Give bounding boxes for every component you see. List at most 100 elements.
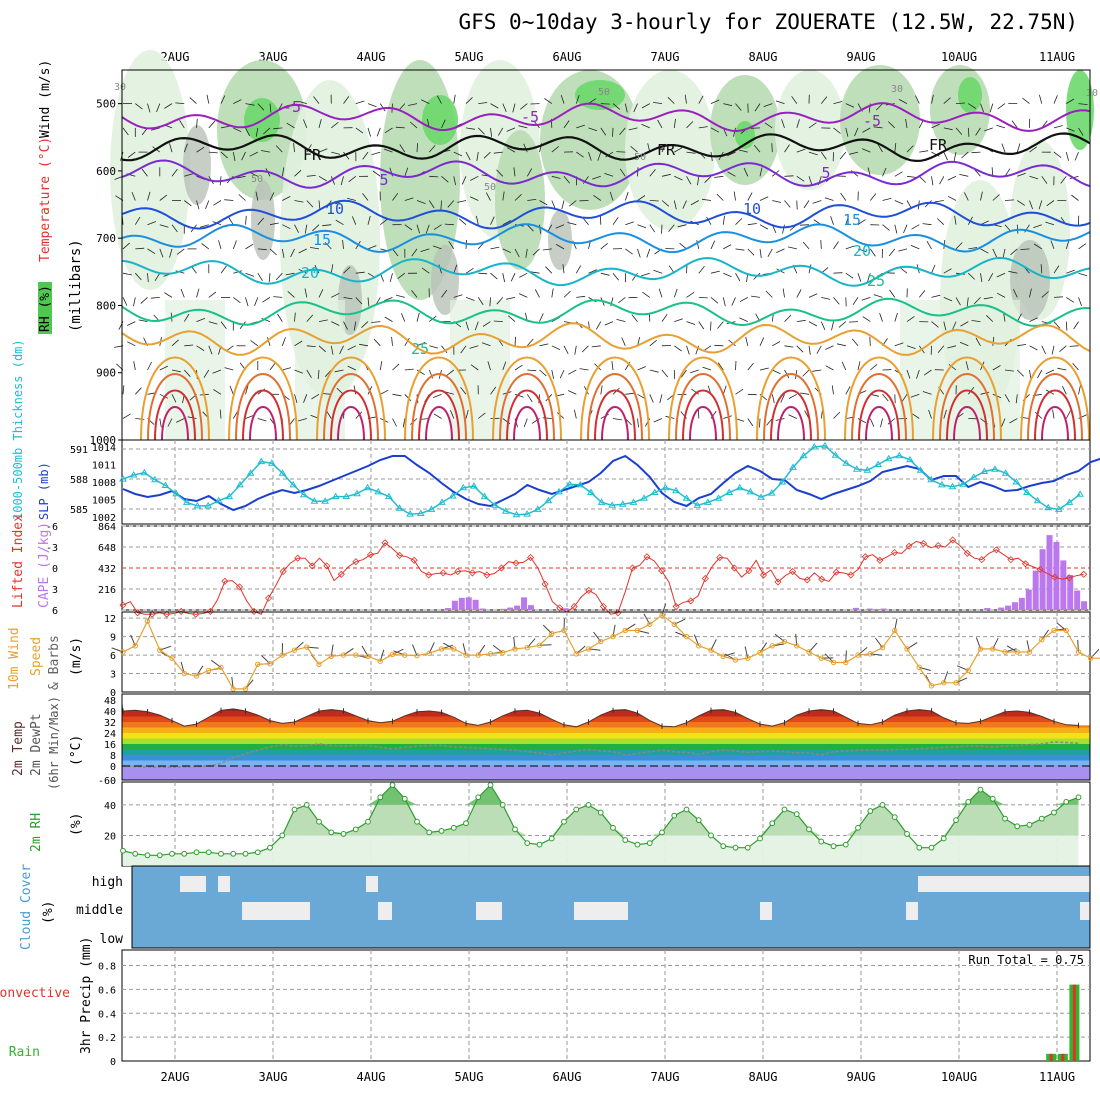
wind-barb (906, 369, 911, 379)
data-point-lifted-index (658, 567, 666, 575)
wind-barb (1029, 369, 1032, 379)
wind-barb (808, 321, 818, 327)
wind-barb (661, 313, 668, 322)
data-point-2m-rh (242, 850, 249, 857)
wind-barb (861, 148, 871, 153)
wind-barb (882, 167, 887, 177)
data-point-lifted-index (556, 604, 564, 612)
temperature-contour (121, 102, 1091, 133)
data-point-slp (714, 494, 723, 501)
data-point-2m-rh (254, 849, 261, 856)
data-point-lifted-index (1080, 570, 1088, 578)
date-label-top: 2AUG (161, 50, 190, 64)
wind-barb (723, 103, 733, 107)
data-point-2m-rh (573, 806, 580, 813)
data-point-lifted-index (439, 569, 447, 577)
data-point-wind-speed (610, 633, 616, 640)
wind-barb (469, 345, 479, 349)
data-point-slp (863, 466, 872, 473)
data-point-slp (587, 488, 595, 495)
data-point-wind-speed (671, 621, 677, 628)
wind-barb (923, 369, 932, 376)
wind-barb (187, 416, 197, 419)
wind-barb (401, 313, 406, 322)
data-point-lifted-index (745, 567, 753, 575)
data-point-2m-rh (377, 794, 384, 801)
wind-barb (849, 151, 859, 155)
data-point-wind-speed (426, 650, 432, 656)
wind-barb (411, 248, 418, 257)
wind-barb (735, 360, 737, 371)
wind-barb (968, 272, 975, 280)
wind-barb (346, 197, 356, 201)
wind-barb (680, 369, 687, 378)
cloud-patch (366, 876, 378, 892)
series-line-2m-temp (122, 708, 1079, 728)
wind-barb (326, 410, 332, 419)
wind-barb (208, 291, 217, 298)
wind-barb (870, 363, 878, 371)
wind-barb (1029, 345, 1038, 351)
temperature-contour (121, 132, 1091, 163)
wind-barb (1057, 367, 1067, 371)
wind-barb (649, 224, 656, 233)
wind-barb (189, 97, 197, 104)
wind-barb (772, 341, 781, 347)
wind-barb (869, 248, 876, 257)
data-point-2m-rh (646, 840, 653, 846)
wind-barb (574, 409, 577, 419)
wind-barb (147, 361, 152, 371)
temperature-contour-surface (858, 389, 900, 441)
wind-barb (771, 394, 775, 404)
wind-barb (1017, 200, 1026, 206)
data-point-slp (1044, 503, 1053, 511)
wind-barb (821, 297, 831, 300)
wind-barb (563, 120, 570, 129)
temperature-contour-surface (235, 373, 291, 441)
date-label-bottom: 9AUG (847, 1070, 876, 1084)
wind-barb (404, 394, 412, 402)
wind-barb (470, 364, 479, 371)
data-point-wind-speed (389, 651, 396, 658)
wind-barb (391, 336, 393, 346)
wind-barb (249, 151, 258, 157)
axis-label-10m-wind: 10m Wind (7, 627, 22, 690)
wind-barb (906, 345, 916, 349)
wind-barb (882, 224, 890, 231)
data-point-lifted-index (992, 546, 1000, 554)
wind-barb (576, 151, 584, 158)
wind-barb (588, 269, 597, 274)
wind-barb (502, 220, 511, 226)
rh-area (123, 785, 1079, 805)
wind-barb (980, 273, 983, 283)
wind-barb (1062, 385, 1067, 395)
wind-barb (514, 194, 522, 201)
temperature-contour-surface (1041, 406, 1069, 441)
wind-barb (943, 151, 948, 161)
wind-barb (122, 242, 130, 250)
wind-barb (612, 217, 619, 225)
wind-barb (196, 288, 200, 298)
temperature-contour-surface (506, 389, 548, 441)
data-point-wind-speed (561, 627, 567, 634)
wind-barb (894, 171, 903, 177)
wind-barb (392, 248, 399, 257)
data-point-wind-speed (941, 680, 947, 686)
data-point-slp (874, 460, 882, 467)
wind-barb (1004, 199, 1015, 201)
wind-barb (343, 297, 353, 300)
data-point-2m-rh (708, 832, 714, 839)
wind-barb (582, 217, 589, 225)
wind-barb (282, 224, 291, 230)
cape-bar (1018, 597, 1025, 610)
wind-barb (857, 248, 867, 253)
wind-barb (1066, 98, 1075, 104)
wind-barb (496, 297, 504, 305)
wind-barb (1033, 243, 1043, 250)
temperature-contour-surface (147, 373, 203, 441)
wind-barb (637, 366, 646, 371)
data-point-slp (852, 465, 861, 472)
data-point-lifted-index (687, 597, 695, 605)
data-point-slp (172, 489, 181, 497)
wind-barb (784, 200, 791, 208)
